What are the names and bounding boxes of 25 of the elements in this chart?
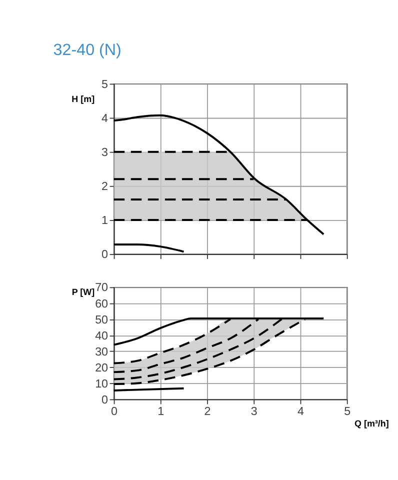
- x-tick-label: 4: [298, 404, 304, 418]
- line-series: [112, 114, 325, 236]
- y-tick-label: 0: [102, 393, 109, 406]
- y-tick-label: 20: [95, 361, 109, 374]
- y-axis-title: H [m]: [72, 94, 95, 104]
- y-tick-label: 40: [95, 329, 109, 342]
- x-tick-label: 5: [344, 404, 351, 418]
- x-tick-label: 1: [158, 404, 164, 418]
- chart-title: 32-40 (N): [53, 41, 122, 60]
- y-tick-label: 50: [95, 313, 109, 326]
- y-tick-label: 0: [102, 248, 109, 262]
- y-tick-label: 10: [95, 377, 109, 390]
- y-tick-label: 30: [95, 345, 109, 358]
- y-tick-label: 1: [102, 214, 108, 228]
- x-axis-title: Q [m³/h]: [354, 418, 389, 429]
- y-tick-label: 3: [102, 146, 108, 159]
- x-tick-label: 3: [250, 404, 258, 418]
- y-tick-label: 2: [102, 180, 108, 193]
- y-tick-label: 5: [102, 78, 108, 91]
- y-tick-label: 70: [95, 281, 109, 294]
- y-axis-title: P [W]: [72, 286, 95, 297]
- x-tick-label: 2: [204, 404, 211, 418]
- y-tick-label: 60: [95, 297, 109, 310]
- x-tick-label: 0: [111, 404, 118, 418]
- y-tick-label: 4: [102, 112, 109, 125]
